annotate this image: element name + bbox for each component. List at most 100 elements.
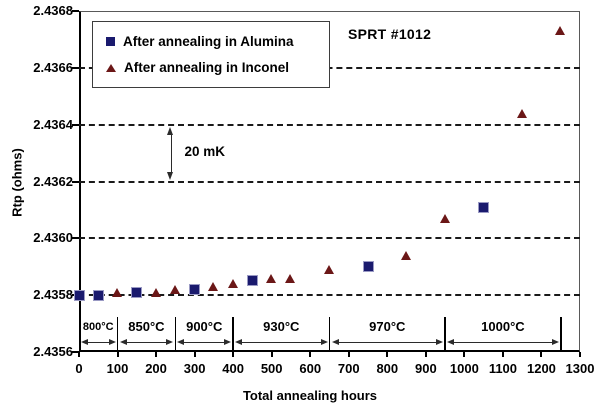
arrow-right-icon: [166, 339, 174, 345]
temperature-region-divider: [116, 317, 119, 352]
data-point-inconel: [439, 213, 450, 223]
x-tick-label: 400: [222, 361, 244, 376]
x-tick-label: 1200: [526, 361, 556, 376]
delta-arrow-shaft: [170, 132, 173, 174]
x-tick-label: 600: [299, 361, 322, 376]
arrow-right-icon: [224, 339, 232, 345]
data-point-alumina: [362, 261, 374, 273]
y-tick-label: 2.4362: [33, 173, 73, 189]
x-axis-tick: [78, 352, 80, 357]
temperature-region-label: 930°C: [263, 319, 300, 334]
arrow-right-icon: [320, 339, 328, 345]
data-point-inconel: [169, 284, 180, 294]
arrow-down-icon: [167, 171, 174, 180]
temperature-region-label: 800°C: [82, 321, 114, 333]
x-tick-label: 100: [106, 361, 129, 376]
temperature-region-divider: [328, 317, 331, 352]
gridline: [79, 294, 580, 297]
x-axis-tick: [232, 352, 235, 357]
y-axis-tick: [72, 180, 79, 183]
temperature-region-arrow: [337, 342, 438, 344]
y-tick-label: 2.4356: [33, 344, 73, 359]
y-axis-tick: [72, 66, 79, 69]
x-tick-label: 1000: [449, 361, 479, 376]
x-tick-label: 1300: [565, 361, 595, 376]
data-point-inconel: [324, 265, 334, 275]
x-tick-label: 700: [337, 361, 360, 376]
y-axis-tick: [72, 237, 79, 240]
legend-label-alumina: After annealing in Alumina: [123, 33, 294, 49]
temperature-region-label: 1000°C: [481, 319, 525, 334]
sprt-annotation: SPRT #1012: [348, 26, 432, 42]
temperature-region-label: 850°C: [128, 319, 165, 334]
x-axis-tick: [309, 352, 312, 357]
temperature-region-label: 970°C: [369, 319, 406, 334]
y-tick-label: 2.4364: [33, 116, 73, 132]
temperature-region-arrow: [87, 342, 110, 344]
data-point-inconel: [266, 273, 277, 283]
temperature-region-divider: [232, 317, 234, 352]
x-axis-tick: [155, 352, 158, 357]
x-tick-label: 800: [376, 361, 399, 376]
temperature-region-arrow: [183, 342, 226, 344]
delta-20mk-label: 20 mK: [184, 144, 226, 160]
x-tick-label: 200: [145, 361, 167, 376]
arrow-left-icon: [331, 339, 339, 345]
arrow-left-icon: [447, 339, 455, 345]
data-point-inconel: [227, 279, 238, 289]
x-axis-tick: [116, 352, 119, 357]
x-axis-title: Total annealing hours: [242, 388, 378, 403]
legend: After annealing in Alumina After anneali…: [92, 21, 330, 88]
y-tick-label: 2.4358: [33, 287, 73, 303]
temperature-region-arrow: [453, 342, 553, 344]
data-point-inconel: [555, 26, 566, 36]
legend-label-inconel: After annealing in Inconel: [124, 60, 290, 76]
y-axis-tick: [72, 10, 79, 12]
triangle-marker-icon: [106, 63, 116, 72]
temperature-region-label: 900°C: [186, 319, 223, 334]
data-point-alumina: [92, 289, 104, 301]
data-point-alumina: [73, 289, 85, 301]
x-axis-tick: [424, 352, 427, 357]
data-point-alumina: [478, 201, 490, 213]
arrow-left-icon: [177, 339, 185, 345]
data-point-alumina: [189, 283, 201, 295]
x-tick-label: 900: [414, 361, 437, 376]
data-point-inconel: [112, 287, 123, 297]
y-tick-label: 2.4366: [33, 59, 73, 75]
arrow-up-icon: [167, 126, 174, 135]
y-axis-tick: [72, 123, 79, 126]
x-axis-tick: [270, 352, 273, 357]
arrow-left-icon: [81, 339, 88, 345]
data-point-inconel: [208, 282, 219, 292]
data-point-inconel: [516, 108, 527, 118]
temperature-region-divider: [174, 317, 177, 352]
temperature-region-divider: [559, 317, 562, 352]
legend-item-alumina: After annealing in Alumina: [106, 34, 329, 49]
gridline: [79, 123, 580, 126]
square-marker-icon: [106, 36, 115, 46]
x-axis-tick: [193, 352, 196, 357]
data-point-inconel: [285, 273, 296, 283]
data-point-alumina: [246, 275, 258, 287]
data-point-inconel: [150, 287, 161, 297]
data-point-alumina: [131, 286, 143, 298]
gridline: [79, 237, 580, 240]
y-tick-label: 2.4368: [33, 3, 73, 18]
x-axis-tick: [386, 352, 389, 357]
arrow-left-icon: [235, 339, 243, 345]
temperature-region-arrow: [241, 342, 322, 344]
arrow-left-icon: [119, 339, 127, 345]
gridline: [79, 180, 580, 183]
y-tick-label: 2.4360: [33, 230, 73, 246]
x-axis-tick: [540, 352, 543, 357]
temperature-region-arrow: [125, 342, 168, 344]
data-point-inconel: [401, 250, 412, 260]
x-tick-label: 1100: [488, 361, 518, 376]
temperature-region-divider: [444, 317, 446, 352]
y-axis-tick: [72, 351, 79, 353]
x-axis-tick: [347, 352, 350, 357]
x-axis-tick: [463, 352, 466, 357]
legend-item-inconel: After annealing in Inconel: [106, 60, 329, 75]
